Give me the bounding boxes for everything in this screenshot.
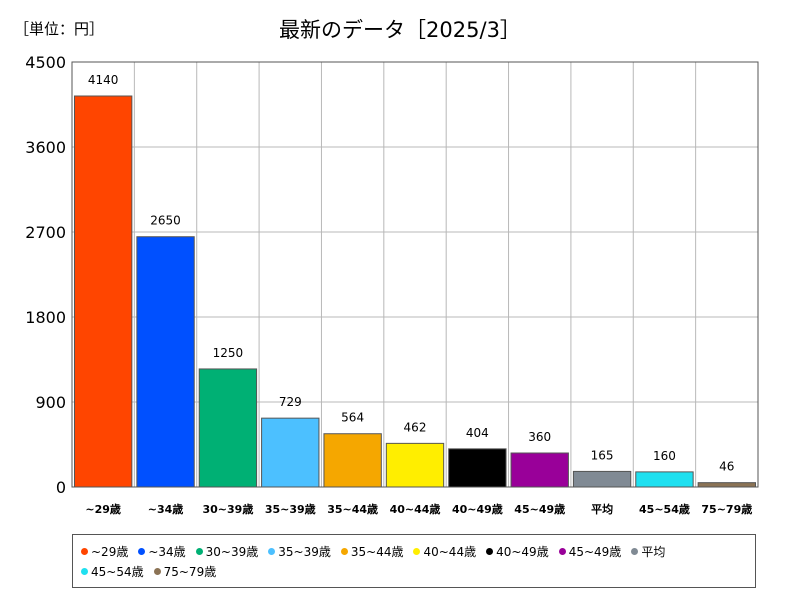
x-tick-label: 30~39歳 (202, 502, 253, 516)
legend-swatch (558, 547, 566, 555)
x-tick-label: 40~44歳 (390, 502, 441, 516)
legend-item: 35~39歳 (268, 541, 331, 561)
x-tick-label: 75~79歳 (701, 502, 752, 516)
y-tick-label: 4500 (25, 53, 66, 72)
y-tick-label: 2700 (25, 223, 66, 242)
legend-item: ~34歳 (138, 541, 186, 561)
legend-item: 75~79歳 (153, 561, 217, 581)
legend-label: ~34歳 (148, 544, 186, 559)
legend-item: ~29歳 (81, 541, 128, 561)
value-label: 360 (528, 430, 551, 444)
bar-5 (323, 433, 382, 488)
legend-swatch (81, 567, 88, 575)
value-label: 1250 (213, 346, 244, 360)
bar-11 (697, 482, 757, 488)
legend-swatch (81, 547, 88, 555)
x-tick-label: 35~44歳 (327, 502, 378, 516)
x-tick-label: 平均 (591, 502, 613, 516)
plot-frame (71, 61, 759, 488)
legend-item: 45~49歳 (558, 541, 622, 561)
legend-swatch (268, 547, 276, 555)
value-label: 729 (279, 395, 302, 409)
legend-label: 45~49歳 (568, 544, 622, 559)
bar-2 (136, 236, 195, 488)
legend-swatch (631, 547, 639, 555)
legend-label: 40~49歳 (496, 544, 549, 559)
legend-item: 40~49歳 (486, 541, 549, 561)
legend-label: 35~39歳 (278, 544, 331, 559)
legend-swatch (153, 567, 161, 575)
x-tick-label: 35~39歳 (265, 502, 316, 516)
legend-item: 平均 (631, 541, 665, 561)
y-tick-label: 900 (35, 393, 66, 412)
x-tick-label: ~29歳 (85, 502, 121, 516)
value-label: 2650 (150, 214, 181, 228)
value-label: 404 (466, 426, 489, 440)
bar-1 (73, 95, 133, 488)
bar-8 (510, 452, 569, 488)
legend-label: 40~44歳 (423, 544, 477, 559)
value-label: 46 (719, 460, 734, 474)
legend-label: 30~39歳 (205, 544, 259, 559)
legend: ~29歳 ~34歳 30~39歳 35~39歳 35~44歳 40~44歳 40~49歳 45… (72, 534, 756, 588)
bar-4 (261, 417, 320, 488)
x-tick-label: 45~54歳 (639, 502, 690, 516)
y-tick-label: 3600 (25, 138, 66, 157)
legend-label: 75~79歳 (163, 564, 217, 579)
legend-swatch (195, 547, 203, 555)
value-label: 160 (653, 449, 676, 463)
value-label: 462 (404, 420, 427, 434)
bar-3 (198, 368, 258, 488)
legend-item: 45~54歳 (81, 561, 144, 581)
bar-10 (635, 471, 694, 488)
legend-swatch (138, 547, 146, 555)
bar-chart: 0 900 1800 2700 3600 4500 4140 ~29歳 2650 ~34歳 1250… (25, 53, 759, 516)
y-tick-label: 1800 (25, 308, 66, 327)
legend-swatch (340, 547, 348, 555)
legend-label: 平均 (641, 544, 666, 559)
bar-6 (385, 442, 445, 488)
value-label: 165 (591, 448, 614, 462)
x-tick-label: 45~49歳 (514, 502, 565, 516)
unit-label: ［単位：円］ (14, 20, 105, 38)
legend-item: 35~44歳 (340, 541, 404, 561)
legend-label: ~29歳 (91, 544, 129, 559)
bar-7 (448, 448, 507, 488)
legend-label: 45~54歳 (91, 564, 144, 579)
value-label: 4140 (88, 73, 119, 87)
legend-item: 30~39歳 (195, 541, 259, 561)
value-label: 564 (341, 411, 364, 425)
y-tick-label: 0 (56, 478, 66, 497)
bar-9 (572, 470, 632, 488)
legend-swatch (413, 547, 421, 555)
legend-item: 40~44歳 (413, 541, 476, 561)
chart-title: 最新のデータ［2025/3］ (279, 18, 521, 42)
x-tick-label: 40~49歳 (452, 502, 503, 516)
x-tick-label: ~34歳 (148, 502, 184, 516)
legend-label: 35~44歳 (350, 544, 404, 559)
legend-swatch (486, 547, 494, 555)
